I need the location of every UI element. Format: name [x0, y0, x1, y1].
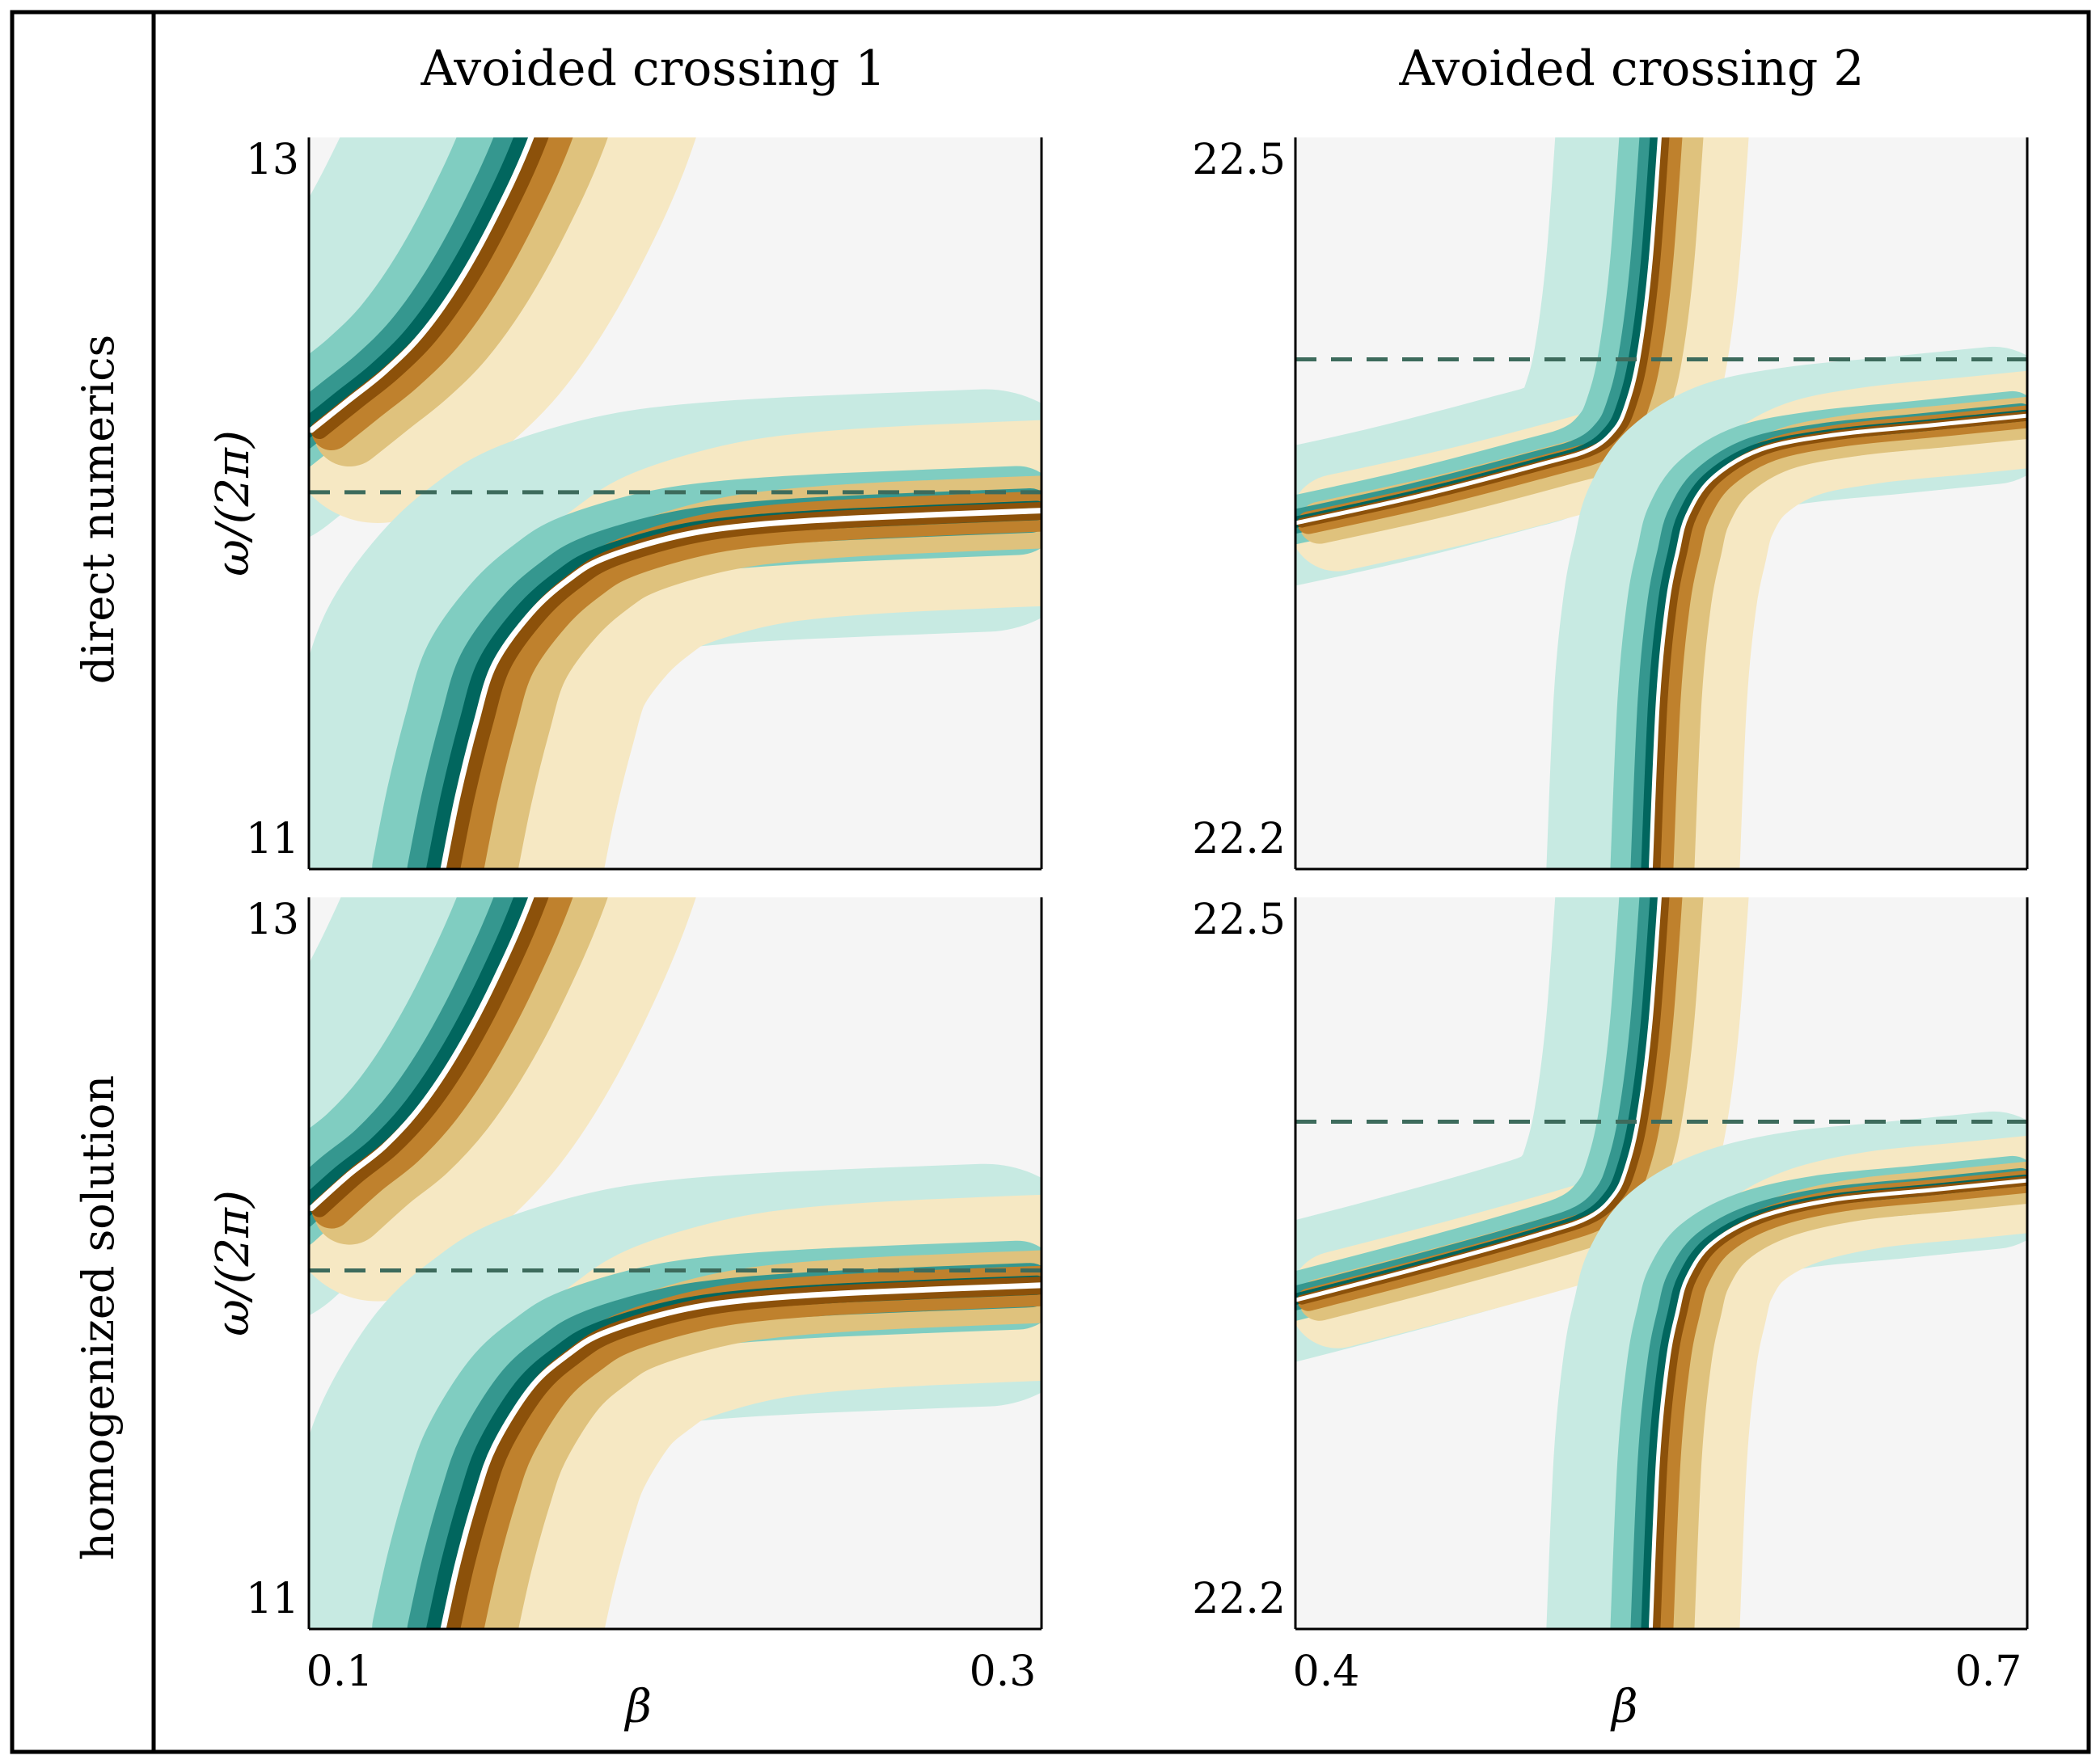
outer-frame [10, 10, 2091, 1754]
upper-branch-band-7 [311, 897, 549, 1217]
y-tick-label: 13 [246, 136, 299, 184]
x-tick-label: 0.3 [970, 1648, 1037, 1696]
lower-branch-band-8 [440, 508, 1042, 869]
column-title-crossing-2: Avoided crossing 2 [1399, 40, 1865, 97]
lower-branch-curve [1546, 346, 2027, 869]
lower-branch-band-8 [1648, 1178, 2027, 1629]
y-axis-label: ω/(2π) [207, 430, 260, 576]
lower-branch-curve [309, 1163, 1042, 1629]
lower-branch-curve [1546, 1111, 2027, 1629]
x-axis-label: β [624, 1681, 652, 1733]
y-tick-label: 22.2 [1192, 1575, 1286, 1623]
lower-branch-band-8 [1648, 413, 2027, 869]
upper-branch-band-8 [309, 137, 535, 433]
panel-homogenized-crossing-1: 13 110.1 0.3 ω/(2π) β [207, 896, 1043, 1733]
y-tick-label: 22.5 [1192, 136, 1286, 184]
y-axis-label: ω/(2π) [207, 1190, 260, 1336]
upper-branch-band-8 [309, 897, 535, 1212]
upper-branch-band-6 [309, 137, 535, 439]
y-tick-label: 11 [246, 1575, 299, 1623]
upper-branch-curve [309, 897, 696, 1315]
x-tick-label: 0.7 [1955, 1648, 2022, 1696]
panel-homogenized-crossing-2: 22.5 22.20.4 0.7 β [1192, 896, 2029, 1733]
upper-branch-band-8 [1295, 137, 1662, 525]
y-tick-label: 22.2 [1192, 815, 1286, 863]
x-tick-label: 0.4 [1293, 1648, 1360, 1696]
upper-branch-band-8 [1295, 897, 1662, 1302]
row-label-direct-numerics: direct numerics [73, 335, 124, 684]
panel-direct-numerics-crossing-2: 22.5 22.2 [1192, 136, 2029, 871]
lower-branch-curve [309, 389, 1042, 869]
upper-branch-band-6 [309, 897, 535, 1217]
lower-branch-band-8 [440, 1282, 1042, 1629]
row-label-homogenized-solution: homogenized solution [73, 1075, 124, 1560]
upper-branch-band-7 [311, 137, 549, 439]
x-axis-label: β [1610, 1681, 1637, 1733]
upper-branch-curve [309, 137, 696, 537]
y-tick-label: 13 [246, 896, 299, 944]
y-tick-label: 22.5 [1192, 896, 1286, 944]
y-tick-label: 11 [246, 815, 299, 863]
column-title-crossing-1: Avoided crossing 1 [420, 40, 886, 97]
x-tick-label: 0.1 [306, 1648, 374, 1696]
panel-direct-numerics-crossing-1: 13 11 ω/(2π) [207, 136, 1043, 871]
